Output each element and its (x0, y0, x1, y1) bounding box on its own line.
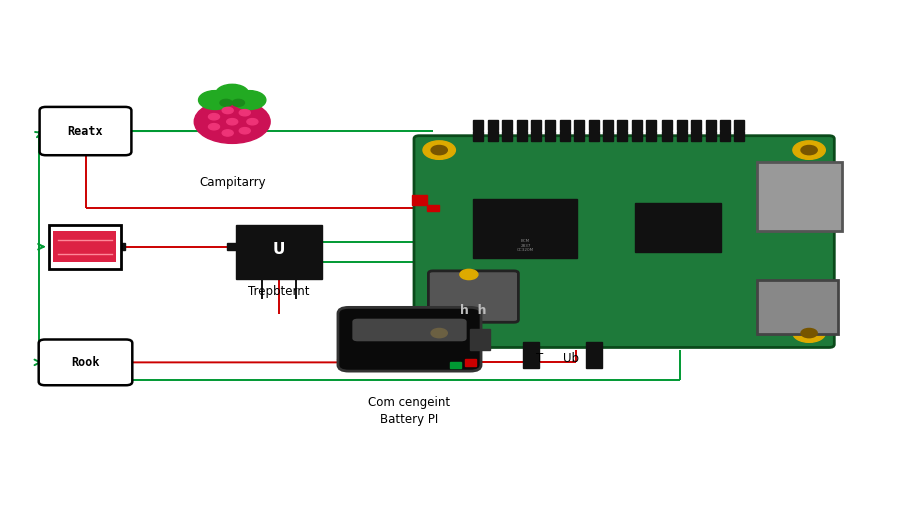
Circle shape (801, 145, 817, 155)
Circle shape (423, 324, 455, 342)
Bar (227, 243, 236, 250)
Bar (603, 120, 613, 130)
FancyBboxPatch shape (353, 319, 466, 341)
Text: Campitarry: Campitarry (199, 176, 266, 189)
Text: h  h: h h (460, 304, 487, 317)
Circle shape (220, 99, 232, 106)
Bar (646, 131, 656, 141)
Bar (720, 120, 730, 130)
Bar (523, 342, 539, 368)
FancyBboxPatch shape (236, 225, 322, 279)
Circle shape (793, 324, 825, 342)
Circle shape (216, 84, 248, 103)
Bar (502, 120, 512, 130)
Bar (427, 205, 439, 211)
Bar (531, 120, 541, 130)
Bar (473, 199, 577, 258)
Bar (560, 120, 570, 130)
Circle shape (431, 145, 447, 155)
Circle shape (423, 141, 455, 159)
Text: T: T (536, 352, 544, 364)
Bar (617, 131, 627, 141)
Bar (662, 131, 672, 141)
Bar (706, 131, 716, 141)
FancyBboxPatch shape (338, 307, 481, 371)
Bar (589, 120, 598, 130)
FancyBboxPatch shape (49, 225, 121, 268)
Bar (677, 120, 687, 130)
Bar (473, 120, 483, 130)
Circle shape (233, 90, 266, 109)
Bar (517, 120, 526, 130)
Bar (488, 131, 498, 141)
Bar (589, 131, 598, 141)
Bar (617, 120, 627, 130)
Bar (545, 131, 555, 141)
Circle shape (232, 99, 245, 106)
Circle shape (194, 100, 270, 143)
Bar (545, 120, 555, 130)
Circle shape (801, 328, 817, 338)
Circle shape (227, 119, 238, 125)
Bar (691, 120, 701, 130)
Bar (517, 131, 526, 141)
Bar (502, 131, 512, 141)
Text: Reatx: Reatx (68, 124, 104, 138)
FancyBboxPatch shape (414, 136, 834, 347)
Bar (465, 359, 476, 366)
Bar (635, 203, 721, 252)
FancyBboxPatch shape (428, 271, 518, 322)
Bar (460, 342, 476, 368)
Bar (53, 231, 116, 263)
Text: U: U (273, 242, 285, 256)
Text: Com cengeint
Battery PI: Com cengeint Battery PI (368, 396, 451, 426)
Circle shape (199, 90, 231, 109)
Circle shape (209, 114, 220, 120)
Bar (473, 131, 483, 141)
Bar (574, 120, 584, 130)
Text: BCM
2837
CC320M: BCM 2837 CC320M (517, 239, 535, 252)
Circle shape (247, 119, 258, 125)
Bar (450, 362, 461, 368)
Text: Trepbternt: Trepbternt (248, 285, 310, 298)
Circle shape (239, 109, 250, 116)
Bar (632, 120, 642, 130)
Bar (586, 342, 602, 368)
Bar (734, 120, 744, 130)
Circle shape (793, 141, 825, 159)
Text: Ub: Ub (563, 352, 580, 364)
FancyBboxPatch shape (40, 107, 131, 155)
FancyBboxPatch shape (757, 162, 842, 231)
Circle shape (431, 328, 447, 338)
Bar (116, 243, 125, 250)
Bar (574, 131, 584, 141)
Bar (720, 131, 730, 141)
Text: Rook: Rook (71, 356, 100, 369)
Bar (560, 131, 570, 141)
Circle shape (460, 269, 478, 280)
Bar (691, 131, 701, 141)
FancyBboxPatch shape (757, 280, 838, 334)
Bar (412, 195, 427, 205)
Bar (706, 120, 716, 130)
Circle shape (222, 107, 233, 114)
Circle shape (222, 130, 233, 136)
Bar (488, 120, 498, 130)
Bar (632, 131, 642, 141)
Bar (531, 131, 541, 141)
Bar (677, 131, 687, 141)
Bar (470, 329, 490, 350)
Bar (662, 120, 672, 130)
Bar (646, 120, 656, 130)
FancyBboxPatch shape (39, 339, 132, 386)
Bar (603, 131, 613, 141)
Circle shape (209, 123, 220, 130)
Circle shape (239, 127, 250, 134)
Bar (734, 131, 744, 141)
